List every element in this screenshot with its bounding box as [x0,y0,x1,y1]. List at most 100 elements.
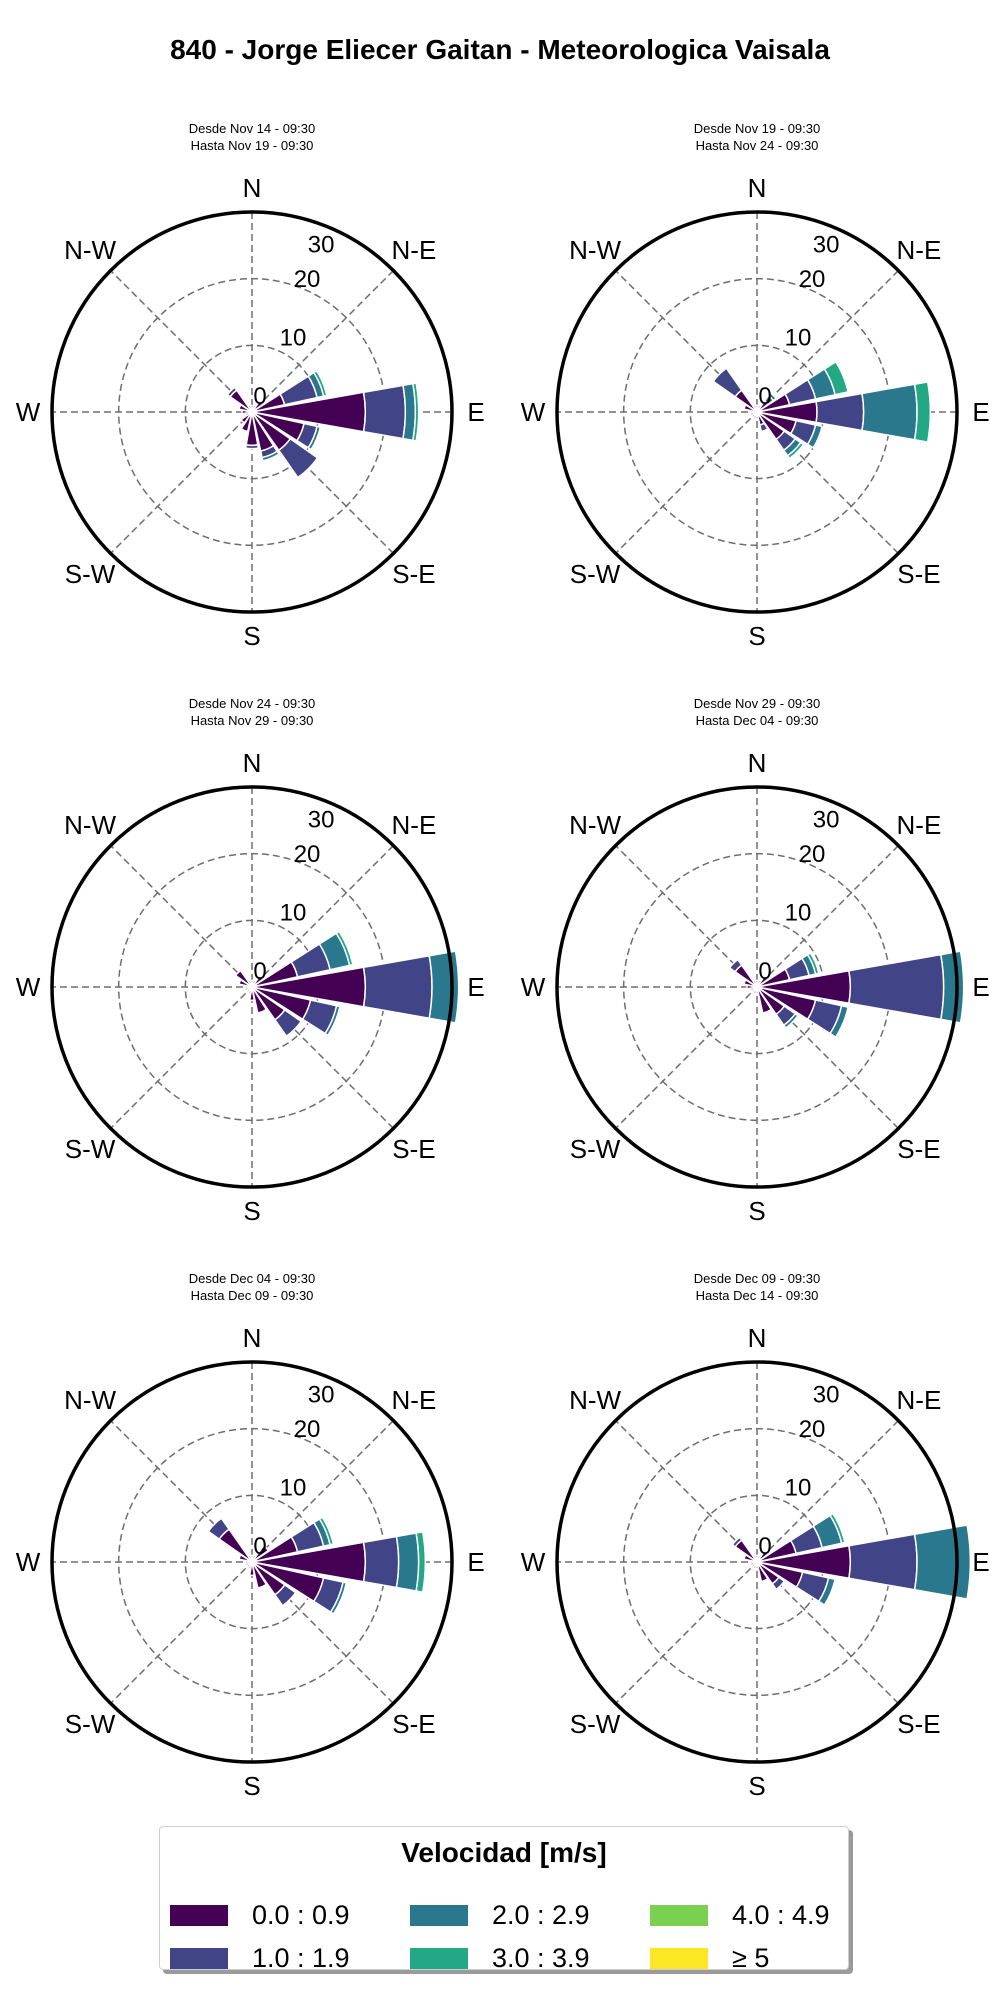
chart-title: 840 - Jorge Eliecer Gaitan - Meteorologi… [170,34,830,65]
direction-label: E [467,1547,484,1577]
radial-tick-label: 0 [253,1533,266,1560]
windrose-panel-3: Desde Nov 29 - 09:30 Hasta Dec 04 - 09:30… [521,696,990,1226]
direction-label: S [243,621,260,651]
bar-sector-14-bin-1 [712,367,743,398]
bar-sector-3-bin-3 [806,951,820,975]
direction-label: N-E [897,810,942,840]
bar-sector-4-bin-3 [411,382,420,442]
bar-sector-14-bin-1 [207,1517,231,1541]
direction-label: S [243,1196,260,1226]
bar-sector-5-bin-2 [829,1004,850,1039]
radial-tick-label: 0 [253,958,266,985]
legend-item-5: ≥ 5 [650,1938,769,1978]
windrose-panel-0: Desde Nov 14 - 09:30 Hasta Nov 19 - 09:30… [16,121,485,651]
direction-label: S-W [570,559,621,589]
radial-tick-label: 0 [253,383,266,410]
bar-sector-6-bin-3 [786,441,805,460]
bar-sector-6-bin-1 [771,1576,786,1591]
direction-label: S-W [65,1134,116,1164]
direction-label: S-E [897,559,940,589]
windrose-panel-2: Desde Nov 24 - 09:30 Hasta Nov 29 - 09:30… [16,696,485,1226]
bar-sector-2-bin-0 [251,1544,270,1563]
outer-circle [50,210,454,614]
direction-label: S-W [65,559,116,589]
radial-tick-label: 30 [308,806,335,833]
bar-sector-7-bin-0 [756,1561,769,1583]
legend-swatch-5 [650,1947,708,1969]
bar-sector-5-bin-2 [307,425,322,451]
windrose-panel-5: Desde Dec 09 - 09:30 Hasta Dec 14 - 09:30… [521,1271,990,1800]
bar-sector-4-bin-1 [362,384,407,440]
bar-sector-4-bin-2 [913,1524,972,1600]
bar-sector-4-bin-1 [848,1533,918,1591]
bar-sector-4-bin-2 [428,950,460,1024]
direction-label: S [748,621,765,651]
legend-item-1: 1.0 : 1.9 [170,1938,350,1978]
radial-tick-label: 10 [785,899,812,926]
legend-label-2: 2.0 : 2.9 [492,1899,590,1930]
radial-tick-label: 0 [758,958,771,985]
windrose-panel-1: Desde Nov 19 - 09:30 Hasta Nov 24 - 09:30… [521,121,990,651]
panel-subtitle-0-0: Desde Nov 14 - 09:30 [189,121,315,136]
bar-sector-15-bin-0 [247,404,253,413]
panel-subtitle-5-1: Hasta Dec 14 - 09:30 [696,1288,819,1303]
panel-subtitle-0-1: Hasta Nov 19 - 09:30 [191,138,314,153]
bar-sector-2-bin-2 [767,391,778,402]
radial-tick-label: 20 [799,1416,826,1443]
radial-tick-label: 20 [799,841,826,868]
bar-sector-5-bin-2 [329,1581,348,1615]
bar-sector-7-bin-0 [251,986,268,1014]
radial-tick-label: 30 [813,806,840,833]
legend-swatch-1 [170,1947,228,1969]
direction-label: N [243,748,262,778]
bar-sector-4-bin-2 [395,1532,420,1592]
legend-label-5: ≥ 5 [732,1942,770,1973]
direction-label: S-E [897,1709,940,1739]
bar-sector-7-bin-2 [261,450,280,462]
bar-sector-15-bin-0 [247,979,253,988]
direction-label: N-E [392,235,437,265]
panel-subtitle-4-0: Desde Dec 04 - 09:30 [189,1271,315,1286]
panel-subtitle-1-0: Desde Nov 19 - 09:30 [694,121,820,136]
direction-label: N [243,1323,262,1353]
direction-label: N-W [64,1385,116,1415]
bar-sector-3-bin-3 [335,930,354,967]
legend-swatch-2 [410,1904,468,1926]
bar-sector-7-bin-1 [758,422,769,433]
legend-title: Velocidad [m/s] [401,1837,607,1868]
direction-label: N [748,173,767,203]
direction-label: N [748,748,767,778]
direction-label: S [748,1771,765,1800]
direction-label: N-E [392,810,437,840]
bar-sector-4-bin-2 [861,383,918,441]
outer-circle [50,785,454,1189]
legend-item-3: 3.0 : 3.9 [410,1938,590,1978]
direction-label: N [748,1323,767,1353]
direction-label: S-E [392,1709,435,1739]
direction-label: N-E [897,1385,942,1415]
outer-circle [555,210,959,614]
radial-tick-label: 20 [294,1416,321,1443]
direction-label: N-W [64,235,116,265]
windrose-panel-4: Desde Dec 04 - 09:30 Hasta Dec 09 - 09:30… [16,1271,485,1800]
direction-label: N-W [64,810,116,840]
bar-sector-8-bin-1 [244,443,260,450]
bar-sector-4-bin-1 [362,1535,400,1589]
radial-tick-label: 20 [799,266,826,293]
direction-label: E [972,1547,989,1577]
bar-sector-3-bin-3 [312,369,328,398]
direction-label: E [972,972,989,1002]
direction-label: N-W [569,235,621,265]
bar-sector-14-bin-1 [731,1536,743,1548]
outer-circle [555,785,959,1189]
bar-sector-15-bin-0 [752,1554,758,1563]
panel-subtitle-3-1: Hasta Dec 04 - 09:30 [696,713,819,728]
legend-swatch-0 [170,1904,228,1926]
radial-tick-label: 0 [758,383,771,410]
bar-sector-15-bin-0 [247,1554,253,1563]
direction-label: W [521,397,546,427]
direction-label: S-E [392,1134,435,1164]
legend-swatch-4 [650,1904,708,1926]
radial-tick-label: 20 [294,266,321,293]
direction-label: N [243,173,262,203]
